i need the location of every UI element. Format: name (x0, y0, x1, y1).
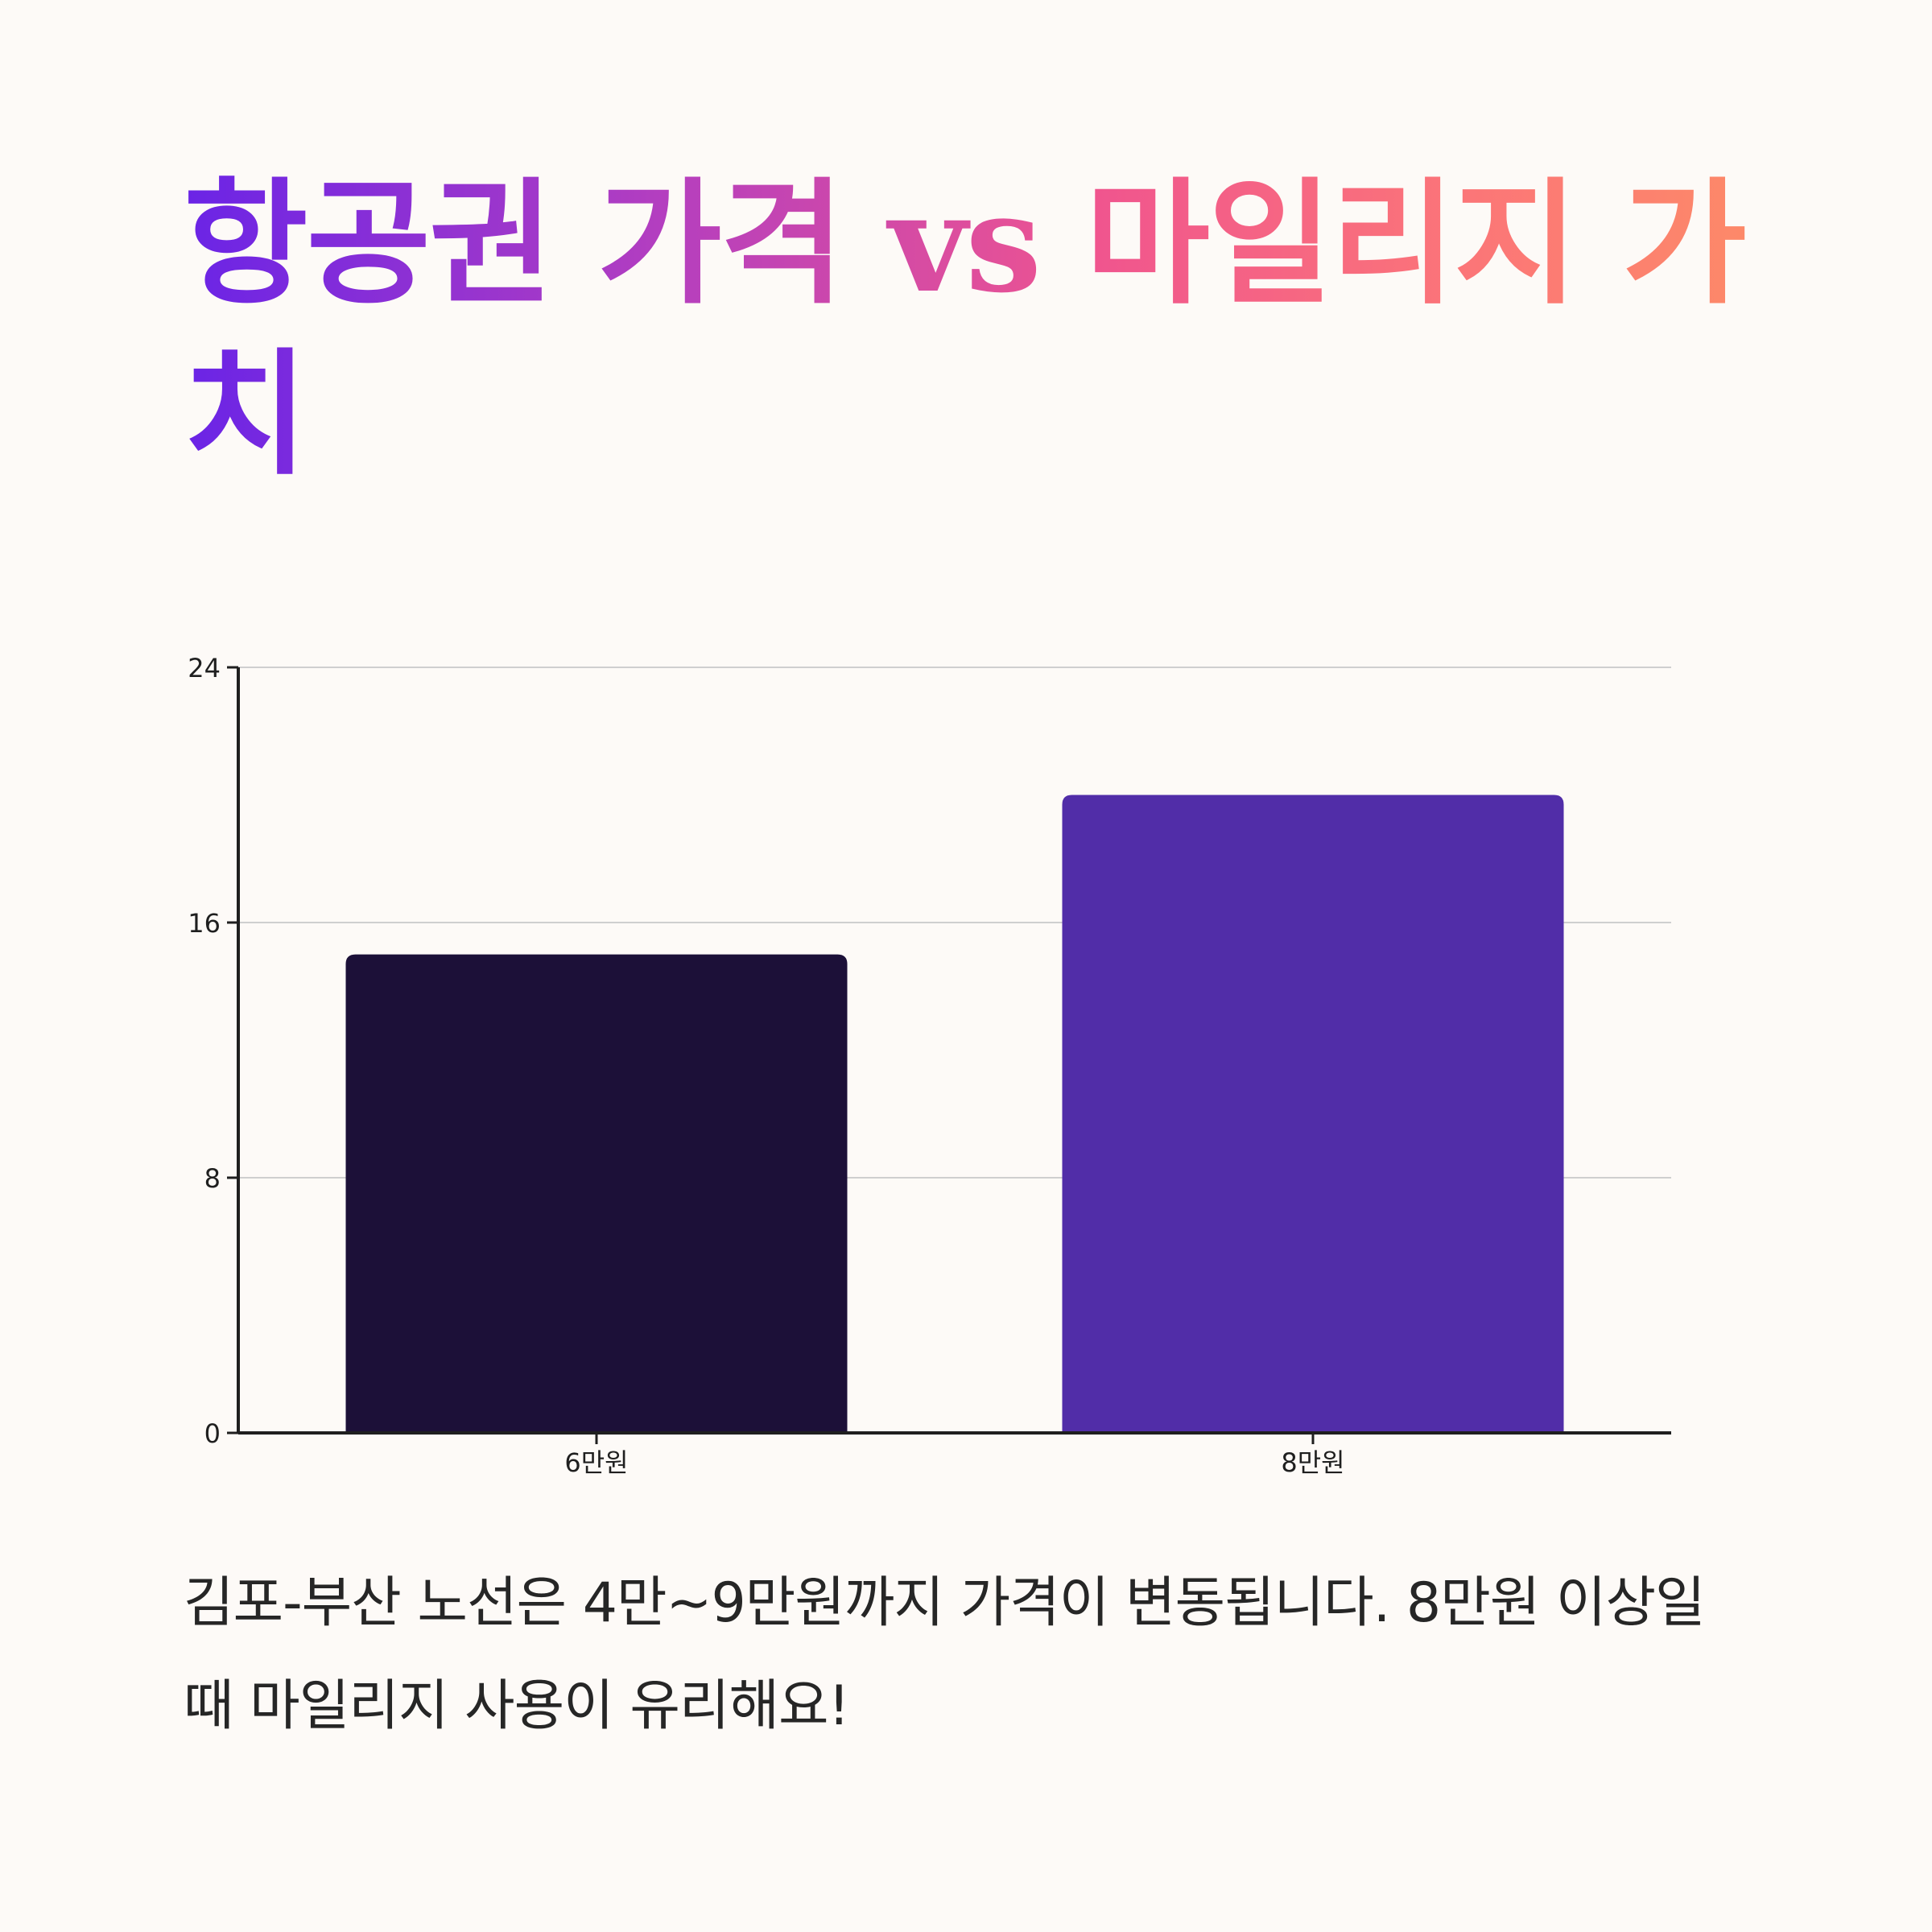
x-tick-label-1: 8만원 (1281, 1447, 1344, 1478)
y-tick-label-0: 0 (204, 1418, 221, 1449)
bar-layer (345, 795, 1564, 1433)
bar-1 (1062, 795, 1564, 1433)
y-tick-label-2: 16 (188, 908, 221, 939)
axis-layer: 0 8 16 24 6만원 8만원 (188, 653, 1671, 1478)
y-tick-label-3: 24 (188, 653, 221, 683)
chart-caption: 김포-부산 노선은 4만~9만원까지 가격이 변동됩니다. 8만원 이상일 때 … (184, 1571, 1706, 1738)
y-tick-label-1: 8 (204, 1163, 221, 1194)
x-tick-label-0: 6만원 (564, 1447, 628, 1478)
bar-0 (345, 954, 848, 1433)
